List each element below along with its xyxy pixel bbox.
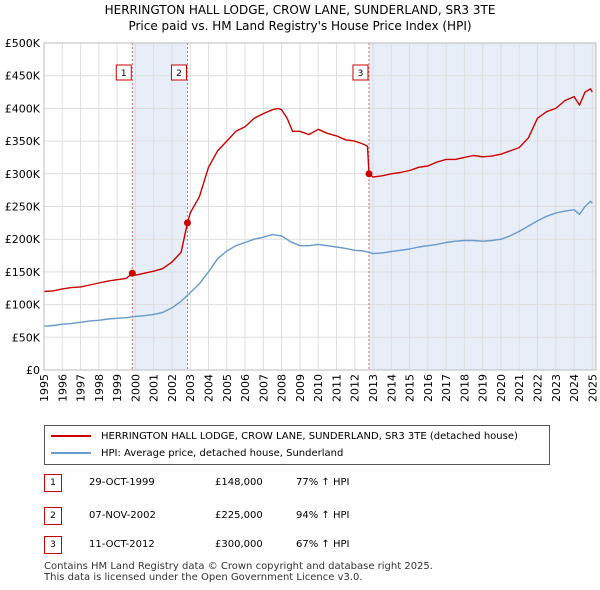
x-tick-label: 2003	[184, 374, 197, 402]
x-tick-label: 1995	[38, 374, 51, 402]
table-row: 1 29-OCT-1999 £148,000 77% ↑ HPI	[44, 474, 564, 494]
sale-hpi-change: 94% ↑ HPI	[296, 510, 350, 521]
sale-badge: 1	[44, 474, 62, 492]
sale-badge: 2	[44, 507, 62, 525]
x-tick-label: 2004	[203, 374, 216, 402]
x-tick-label: 1996	[56, 374, 69, 402]
sale-point	[365, 170, 373, 178]
y-tick-label: £450K	[5, 70, 41, 83]
y-tick-label: £150K	[5, 266, 41, 279]
sale-label-box	[352, 64, 369, 81]
x-tick-label: 2020	[495, 374, 508, 402]
x-tick-label: 2000	[129, 374, 142, 402]
x-tick-label: 2023	[550, 374, 563, 402]
sale-date: 11-OCT-2012	[89, 539, 155, 550]
x-tick-label: 1997	[75, 374, 88, 402]
x-tick-label: 2014	[385, 374, 398, 402]
y-tick-label: £250K	[5, 201, 41, 214]
y-tick-label: £50K	[12, 331, 41, 344]
sale-label: 2	[176, 69, 182, 79]
sale-label-box	[115, 64, 132, 81]
plot-frame	[43, 42, 597, 371]
x-tick-label: 2017	[440, 374, 453, 402]
sale-badge: 3	[44, 536, 62, 554]
sale-point	[183, 219, 191, 227]
sale-price: £300,000	[215, 539, 263, 550]
y-tick-label: £0	[26, 364, 40, 377]
x-tick-label: 2008	[276, 374, 289, 402]
hpi-line	[43, 200, 593, 327]
x-tick-label: 2002	[166, 374, 179, 402]
legend-line-hpi	[51, 452, 91, 454]
chart-subtitle: Price paid vs. HM Land Registry's House …	[128, 19, 472, 33]
y-tick-label: £200K	[5, 233, 41, 246]
legend-label-property: HERRINGTON HALL LODGE, CROW LANE, SUNDER…	[101, 430, 518, 442]
sale-hpi-change: 67% ↑ HPI	[296, 539, 350, 550]
x-tick-label: 2006	[239, 374, 252, 402]
x-tick-label: 2001	[148, 374, 161, 402]
x-tick-label: 2007	[257, 374, 270, 402]
y-tick-label: £300K	[5, 168, 41, 181]
table-row: 2 07-NOV-2002 £225,000 94% ↑ HPI	[44, 507, 564, 527]
legend-line-property	[51, 435, 91, 437]
x-tick-label: 2011	[330, 374, 343, 402]
legend-item-hpi: HPI: Average price, detached house, Sund…	[51, 445, 343, 461]
y-tick-label: £500K	[5, 37, 41, 50]
sale-date: 07-NOV-2002	[89, 510, 156, 521]
x-tick-label: 1999	[111, 374, 124, 402]
x-tick-label: 2009	[294, 374, 307, 402]
legend-item-property: HERRINGTON HALL LODGE, CROW LANE, SUNDER…	[51, 428, 518, 444]
y-tick-label: £400K	[5, 102, 41, 115]
x-tick-label: 2019	[477, 374, 490, 402]
footer: Contains HM Land Registry data © Crown c…	[44, 561, 433, 583]
property-price-line	[43, 88, 593, 293]
x-tick-label: 2025	[586, 374, 599, 402]
x-tick-label: 2021	[513, 374, 526, 402]
x-tick-label: 2022	[532, 374, 545, 402]
chart-title: HERRINGTON HALL LODGE, CROW LANE, SUNDER…	[104, 3, 496, 17]
sale-price: £148,000	[215, 477, 263, 488]
x-tick-label: 2024	[568, 374, 581, 402]
legend: HERRINGTON HALL LODGE, CROW LANE, SUNDER…	[44, 425, 550, 465]
sale-label-box	[170, 64, 187, 81]
x-tick-label: 1998	[93, 374, 106, 402]
x-tick-label: 2015	[404, 374, 417, 402]
footer-licence: This data is licensed under the Open Gov…	[44, 572, 363, 583]
x-tick-label: 2013	[367, 374, 380, 402]
x-tick-label: 2016	[422, 374, 435, 402]
x-tick-label: 2010	[312, 374, 325, 402]
sale-price: £225,000	[215, 510, 263, 521]
sale-hpi-change: 77% ↑ HPI	[296, 477, 350, 488]
sale-point	[128, 269, 136, 277]
legend-label-hpi: HPI: Average price, detached house, Sund…	[101, 447, 344, 459]
table-row: 3 11-OCT-2012 £300,000 67% ↑ HPI	[44, 536, 564, 556]
x-tick-label: 2018	[458, 374, 471, 402]
y-tick-label: £100K	[5, 299, 41, 312]
y-tick-label: £350K	[5, 135, 41, 148]
sale-date: 29-OCT-1999	[89, 477, 155, 488]
price-chart: £0 £50K £100K £150K £200K £250K £300K £350K £400…	[5, 37, 600, 402]
x-tick-label: 2005	[221, 374, 234, 402]
sale-label: 3	[358, 69, 364, 79]
sale-label: 1	[121, 69, 127, 79]
x-tick-label: 2012	[349, 374, 362, 402]
footer-copyright: Contains HM Land Registry data © Crown c…	[44, 561, 433, 572]
